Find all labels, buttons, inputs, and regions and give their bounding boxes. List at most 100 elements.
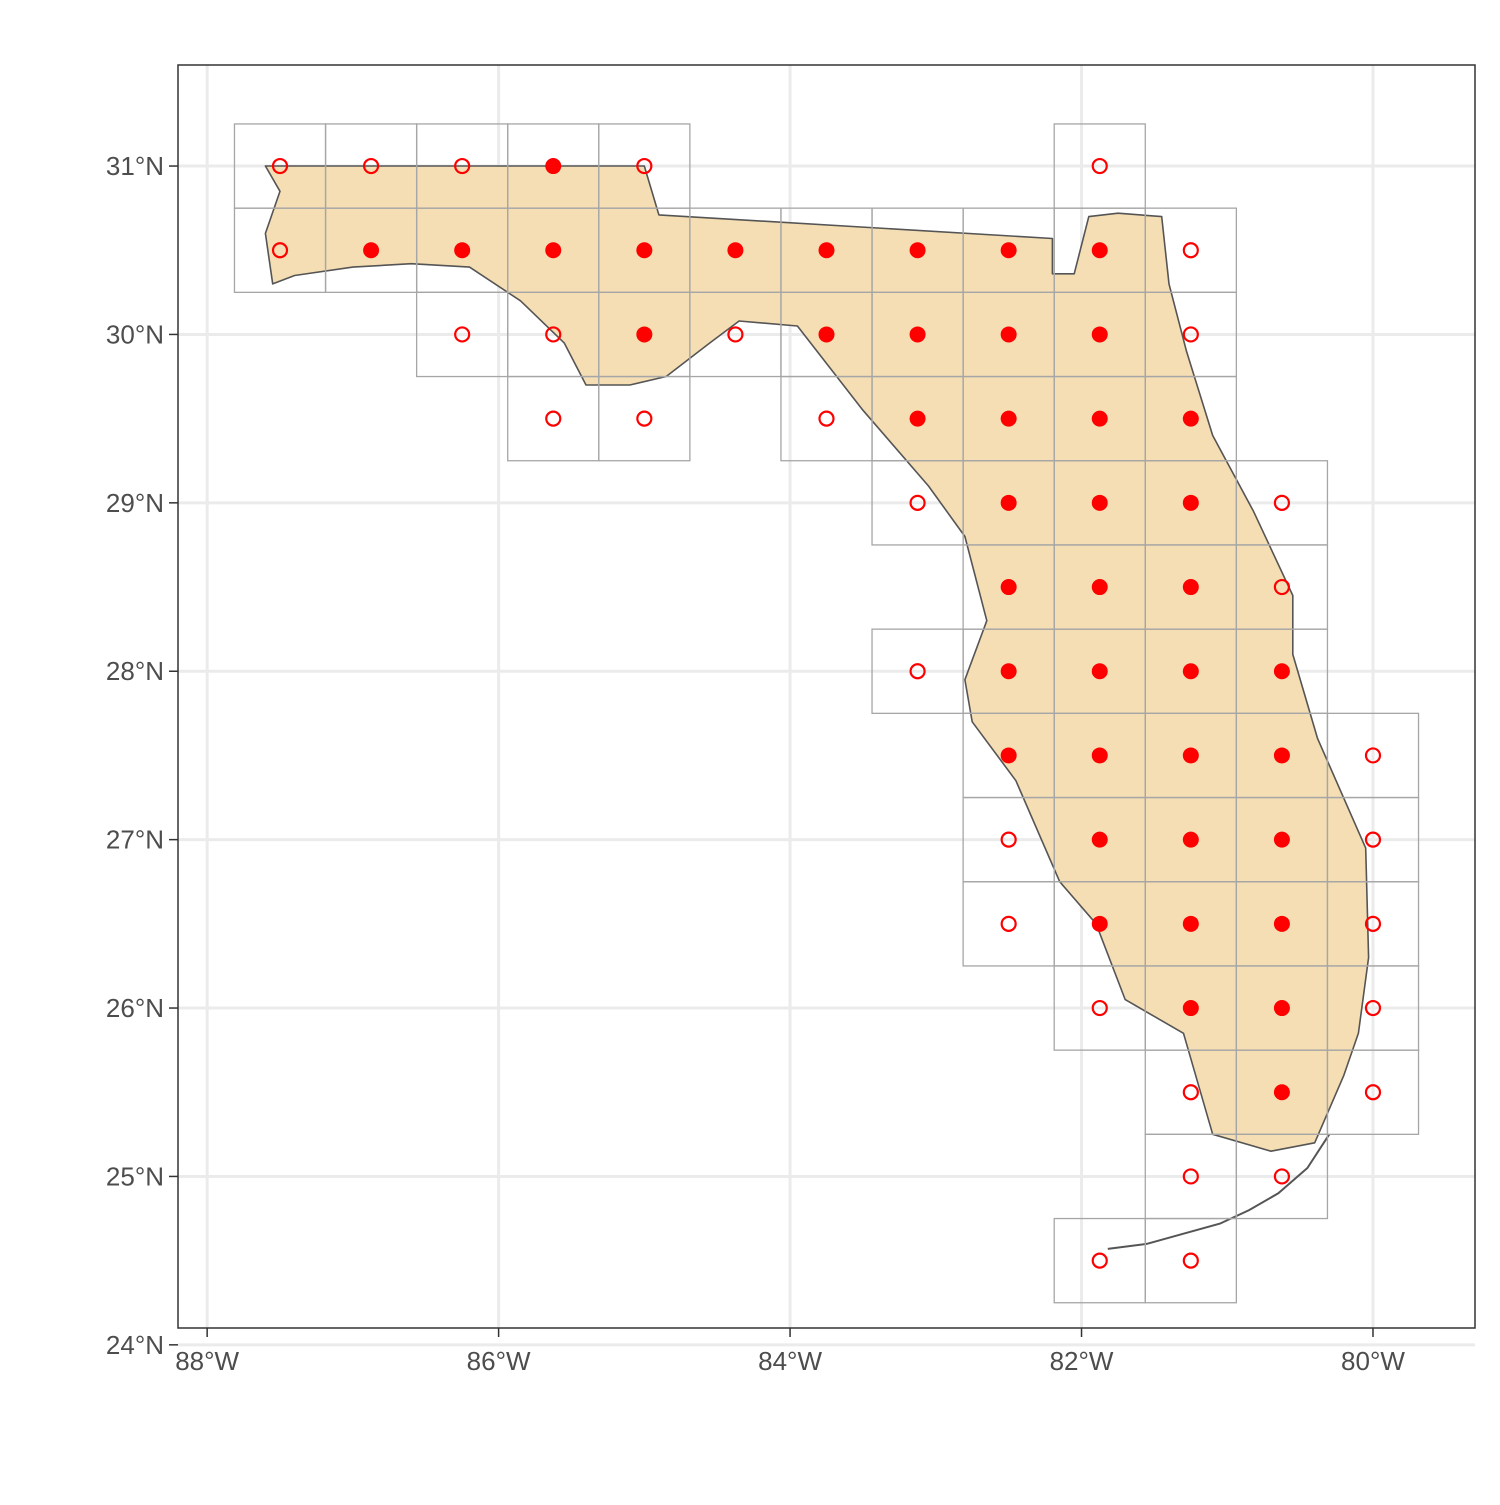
filled-point — [1091, 915, 1108, 932]
filled-point — [1000, 326, 1017, 343]
filled-point — [1000, 494, 1017, 511]
y-tick-label: 26°N — [106, 993, 164, 1023]
filled-point — [1091, 831, 1108, 848]
filled-point — [1000, 242, 1017, 259]
filled-point — [1182, 410, 1199, 427]
grid-cells — [233, 123, 1420, 1304]
open-point — [1182, 1084, 1199, 1101]
filled-point — [1000, 410, 1017, 427]
grid-cell — [962, 881, 1055, 967]
filled-point — [454, 242, 471, 259]
open-point — [1364, 831, 1382, 848]
open-point — [909, 494, 926, 511]
y-tick-label: 25°N — [106, 1161, 164, 1191]
grid-cell — [1053, 123, 1146, 209]
filled-point — [909, 242, 926, 259]
open-point — [818, 410, 835, 427]
open-point — [545, 410, 562, 427]
open-point — [1091, 1252, 1108, 1269]
filled-point — [1000, 579, 1017, 596]
filled-point — [909, 410, 926, 427]
open-point — [1364, 1084, 1382, 1101]
y-tick-label: 29°N — [106, 488, 164, 518]
x-tick-label: 82°W — [1050, 1346, 1114, 1376]
open-point — [271, 242, 289, 259]
y-tick-label: 30°N — [106, 319, 164, 349]
filled-point — [636, 326, 653, 343]
grid-cell — [871, 628, 964, 714]
filled-point — [1273, 915, 1290, 932]
open-point — [1182, 1168, 1199, 1185]
open-point — [727, 326, 744, 343]
filled-point — [1182, 915, 1199, 932]
filled-point — [1273, 1084, 1290, 1101]
grid-cell — [598, 375, 691, 462]
plot-panel-border — [177, 64, 1476, 1329]
grid-cell — [1144, 1217, 1238, 1304]
open-point — [636, 410, 653, 427]
filled-point — [1273, 831, 1290, 848]
x-tick-label: 84°W — [758, 1346, 822, 1376]
x-tick-label: 80°W — [1341, 1346, 1405, 1376]
open-point — [1091, 157, 1108, 175]
open-point — [1091, 999, 1108, 1017]
open-point — [1364, 999, 1382, 1017]
grid-cell — [1235, 1133, 1329, 1220]
filled-point — [1182, 579, 1199, 596]
y-tick-label: 28°N — [106, 656, 164, 686]
grid-cell — [1053, 1217, 1146, 1304]
filled-point — [1091, 747, 1108, 764]
open-point — [1182, 242, 1199, 259]
filled-point — [909, 326, 926, 343]
open-point — [1273, 494, 1291, 511]
filled-point — [1182, 747, 1199, 764]
open-point — [1182, 1252, 1199, 1269]
grid-points — [271, 157, 1382, 1269]
filled-point — [1182, 1000, 1199, 1017]
filled-point — [636, 242, 653, 259]
x-tick-label: 88°W — [175, 1346, 239, 1376]
grid-cell — [233, 207, 327, 293]
open-point — [1273, 1168, 1291, 1185]
filled-point — [1182, 831, 1199, 848]
florida-landmass — [264, 165, 1370, 1250]
grid-cell — [871, 460, 964, 546]
open-point — [909, 663, 926, 680]
open-point — [1364, 915, 1382, 932]
florida-mainland — [264, 165, 1370, 1152]
open-point — [1364, 747, 1382, 764]
filled-point — [1273, 1000, 1290, 1017]
filled-point — [727, 242, 744, 259]
open-point — [454, 326, 471, 343]
grid-cell — [780, 375, 873, 462]
grid-cell — [1053, 965, 1146, 1051]
grid-cell — [1235, 544, 1329, 630]
open-point — [1000, 831, 1017, 848]
open-point — [454, 157, 471, 175]
filled-point — [1182, 494, 1199, 511]
florida-keys — [1107, 1133, 1331, 1250]
open-point — [545, 326, 562, 343]
x-tick-label: 86°W — [467, 1346, 531, 1376]
open-point — [362, 157, 380, 175]
filled-point — [818, 326, 835, 343]
filled-point — [1000, 747, 1017, 764]
filled-point — [1091, 579, 1108, 596]
grid-cell — [1326, 1049, 1420, 1135]
open-point — [1182, 326, 1199, 343]
filled-point — [818, 242, 835, 259]
y-tick-label: 27°N — [106, 825, 164, 855]
filled-point — [1091, 410, 1108, 427]
y-tick-label: 31°N — [106, 151, 164, 181]
open-point — [1273, 578, 1291, 596]
filled-point — [1182, 663, 1199, 680]
open-point — [271, 157, 289, 175]
filled-point — [1273, 663, 1290, 680]
filled-point — [1273, 747, 1290, 764]
axes: 88°W 86°W 84°W 82°W 80°W 24°N 25°N 26°N 27°N 28°N… — [106, 151, 1405, 1376]
filled-point — [363, 242, 380, 259]
open-point — [1000, 915, 1017, 932]
open-point — [636, 157, 653, 175]
